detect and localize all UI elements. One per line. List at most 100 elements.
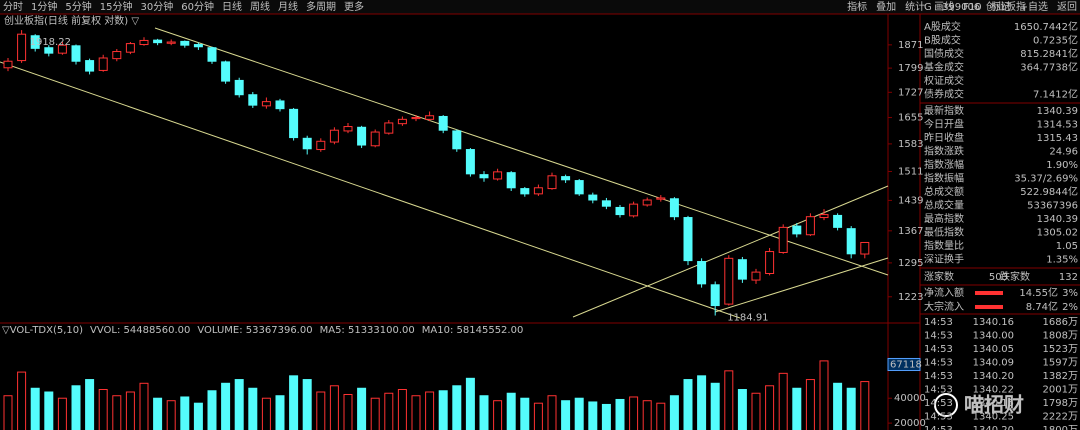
toolbar-button[interactable]: 指标 [847, 0, 867, 13]
row-label: 指数量比 [924, 239, 964, 252]
tick-price: 1340.22 [973, 385, 1014, 396]
volume-bar [357, 387, 367, 430]
volume-bar [30, 387, 40, 430]
volume-bar [533, 402, 543, 430]
tick-price: 1340.05 [973, 344, 1014, 355]
toolbar-tab[interactable]: 多周期 [306, 0, 336, 13]
toolbar-button[interactable]: 画线 [934, 0, 954, 13]
volume-bar [765, 385, 775, 430]
toolbar-tab[interactable]: 周线 [250, 0, 270, 13]
y-tick-label: 20000 [894, 418, 926, 429]
volume-bar [316, 391, 326, 430]
volume-legend: MA10: 58145552.00 [422, 325, 524, 336]
row-value: 1650.7442亿 [1014, 20, 1078, 33]
y-tick-label: 1655 [898, 113, 923, 124]
toolbar-tab[interactable]: 更多 [344, 0, 364, 13]
candle-body [384, 122, 394, 134]
toolbar-tab[interactable]: 分时 [3, 1, 23, 13]
tick-volume: 1800万 [1043, 425, 1078, 430]
candle-body [370, 131, 380, 147]
row-label: 总成交量 [924, 199, 964, 212]
tick-time: 14:53 [924, 385, 953, 396]
toolbar-tab[interactable]: 日线 [222, 0, 242, 13]
toolbar-tab[interactable]: 1分钟 [31, 0, 57, 13]
row-value: 1340.39 [1037, 106, 1078, 117]
last-marker-box [887, 357, 921, 371]
toolbar-tab[interactable]: 15分钟 [100, 0, 133, 13]
candle-body [411, 117, 421, 120]
candle-body [792, 225, 802, 235]
flow-value: 8.74亿 [1026, 300, 1058, 313]
volume-bar [846, 387, 856, 430]
volume-bar [479, 395, 489, 430]
volume-bar [506, 392, 516, 430]
candle-body [357, 126, 367, 146]
volume-bar [792, 387, 802, 430]
toolbar-button[interactable]: +自选 [1020, 0, 1048, 13]
row-label: 昨日收盘 [924, 131, 964, 144]
tick-time: 14:53 [924, 344, 953, 355]
toolbar-button[interactable]: 统计 [905, 0, 925, 13]
toolbar-button[interactable]: 返回 [1057, 1, 1077, 13]
tick-volume: 1798万 [1043, 398, 1078, 409]
tick-time: 14:53 [924, 371, 953, 382]
candle-body [615, 206, 625, 216]
row-value: 522.9844亿 [1020, 185, 1078, 198]
candle-body [112, 51, 122, 60]
volume-bar [125, 391, 135, 430]
volume-bar [493, 400, 503, 430]
toolbar-button[interactable]: 标记 [991, 1, 1011, 13]
candle-body [629, 203, 639, 217]
flag: G [924, 2, 932, 13]
candle-body [846, 228, 856, 255]
toolbar-button[interactable]: 叠加 [876, 1, 896, 13]
toolbar-tab[interactable]: 30分钟 [140, 0, 173, 13]
candle-body [193, 44, 203, 48]
tick-time: 14:53 [924, 317, 953, 328]
volume-bar [737, 389, 747, 430]
candle-body [275, 100, 285, 110]
volume-bar [370, 397, 380, 430]
tick-volume: 1382万 [1043, 371, 1078, 382]
candle-body [221, 61, 231, 82]
candle-body [3, 60, 13, 69]
row-label: 深证换手 [924, 253, 964, 266]
toolbar-tab[interactable]: 月线 [278, 0, 298, 13]
volume-bar [384, 392, 394, 430]
candle-body [207, 47, 217, 62]
tick-volume: 1808万 [1043, 331, 1078, 342]
toolbar-button[interactable]: F10 [963, 2, 981, 13]
row-value: 53367396 [1027, 201, 1078, 212]
candle-body [316, 140, 326, 151]
volume-bar [289, 375, 299, 430]
volume-bar [329, 385, 339, 430]
row-label: A股成交 [924, 20, 961, 33]
tick-price: 1340.09 [973, 358, 1014, 369]
candle-body [261, 101, 271, 107]
volume-bar [751, 392, 761, 430]
trend-line [572, 185, 889, 318]
y-tick-label: 1727 [898, 87, 923, 98]
row-label: 最低指数 [924, 226, 964, 239]
volume-bar [248, 387, 258, 430]
candle-body [71, 45, 81, 62]
volume-bar [153, 397, 163, 430]
row-label: 国债成交 [924, 47, 964, 60]
volume-bar [833, 382, 843, 430]
tick-time: 14:53 [924, 425, 953, 430]
volume-bar [193, 402, 203, 430]
toolbar-tab[interactable]: 5分钟 [65, 0, 91, 13]
volume-legend: ▽VOL-TDX(5,10) [2, 325, 83, 336]
volume-bar [425, 391, 435, 430]
candle-body [601, 200, 611, 207]
volume-bar [98, 389, 108, 430]
volume-bar [17, 371, 27, 430]
candle-body [85, 60, 95, 72]
tick-volume: 2222万 [1043, 412, 1078, 423]
row-value: 1340.39 [1037, 214, 1078, 225]
tick-price: 1340.15 [973, 398, 1014, 409]
candle-body [765, 251, 775, 275]
toolbar-tab[interactable]: 60分钟 [181, 0, 214, 13]
candle-body [343, 126, 353, 132]
candle-body [479, 174, 489, 179]
